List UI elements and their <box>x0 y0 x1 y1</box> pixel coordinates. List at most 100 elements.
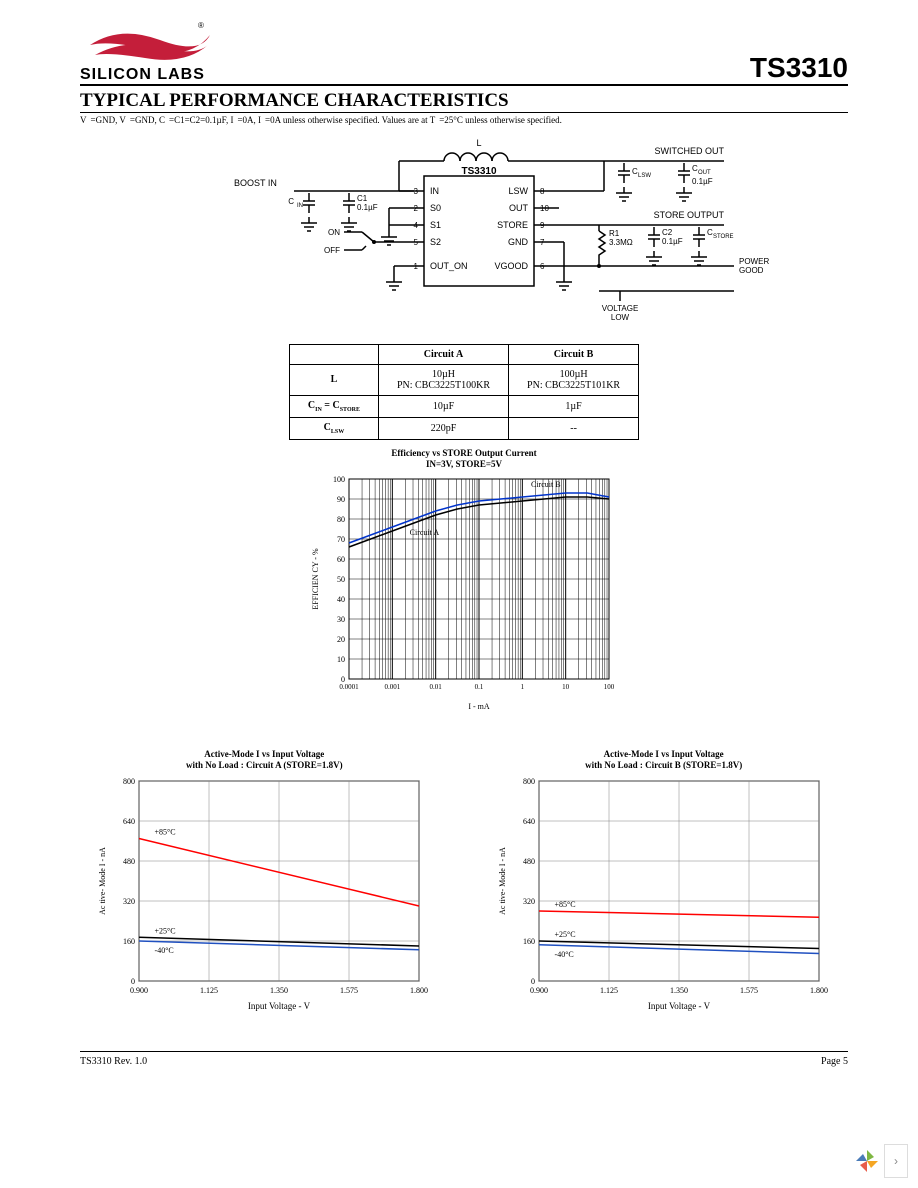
active-chart-b: 0 160 320 480 640 800 0.900 1.125 1.350 1.575 1.80… <box>489 771 839 1021</box>
svg-text:S1: S1 <box>430 220 441 230</box>
page-header: ® SILICON LABS TS3310 <box>80 20 848 86</box>
component-table: Circuit ACircuit BL10µHPN: CBC3225T100KR… <box>289 344 639 440</box>
svg-text:0.900: 0.900 <box>130 986 148 995</box>
svg-text:50: 50 <box>337 575 345 584</box>
svg-text:VOLTAGE: VOLTAGE <box>602 304 639 313</box>
svg-text:Ac tive- Mode I - nA: Ac tive- Mode I - nA <box>498 847 507 915</box>
svg-text:320: 320 <box>523 897 535 906</box>
svg-text:-40°C: -40°C <box>155 946 174 955</box>
svg-text:OFF: OFF <box>324 246 340 255</box>
svg-text:LSW: LSW <box>638 173 651 179</box>
test-conditions-note: V =GND, V =GND, C =C1=C2=0.1µF, I =0A, I… <box>80 115 848 128</box>
svg-text:90: 90 <box>337 495 345 504</box>
svg-text:IN: IN <box>430 186 439 196</box>
svg-text:0.001: 0.001 <box>384 683 400 691</box>
nav-pinwheel-icon[interactable] <box>854 1148 880 1174</box>
svg-text:Circuit A: Circuit A <box>410 528 440 537</box>
svg-text:L: L <box>476 138 481 148</box>
active-chart-b-block: Active-Mode I vs Input Voltage with No L… <box>479 749 848 1021</box>
svg-text:Circuit B: Circuit B <box>531 480 561 489</box>
svg-text:0.1µF: 0.1µF <box>692 177 713 186</box>
svg-text:0.01: 0.01 <box>430 683 443 691</box>
svg-text:Input Voltage - V: Input Voltage - V <box>648 1001 711 1011</box>
svg-text:POWER: POWER <box>739 257 769 266</box>
active-chart-a-block: Active-Mode I vs Input Voltage with No L… <box>80 749 449 1021</box>
svg-text:10: 10 <box>562 683 570 691</box>
svg-text:100: 100 <box>604 683 615 691</box>
svg-text:800: 800 <box>123 777 135 786</box>
svg-text:640: 640 <box>523 817 535 826</box>
svg-text:SWITCHED OUT: SWITCHED OUT <box>655 146 725 156</box>
efficiency-chart-block: Efficiency vs STORE Output Current IN=3V… <box>80 448 848 730</box>
page-footer: TS3310 Rev. 1.0 Page 5 <box>80 1051 848 1067</box>
svg-text:80: 80 <box>337 515 345 524</box>
section-title: TYPICAL PERFORMANCE CHARACTERISTICS <box>80 90 848 113</box>
svg-text:Ac tive- Mode I - nA: Ac tive- Mode I - nA <box>98 847 107 915</box>
svg-text:STORE OUTPUT: STORE OUTPUT <box>654 210 725 220</box>
svg-text:GOOD: GOOD <box>739 266 764 275</box>
svg-text:OUT: OUT <box>698 170 711 176</box>
svg-text:160: 160 <box>123 937 135 946</box>
svg-text:STORE: STORE <box>497 220 528 230</box>
svg-text:LSW: LSW <box>508 186 528 196</box>
svg-text:IN: IN <box>297 203 303 209</box>
svg-text:C: C <box>288 197 294 206</box>
next-page-button[interactable]: › <box>884 1144 908 1178</box>
active-chart-a-title: Active-Mode I vs Input Voltage with No L… <box>80 749 449 771</box>
brand-logo: ® SILICON LABS <box>80 20 220 84</box>
svg-text:OUT: OUT <box>509 203 529 213</box>
footer-right: Page 5 <box>821 1056 848 1067</box>
svg-text:OUT_ON: OUT_ON <box>430 261 468 271</box>
svg-text:1.125: 1.125 <box>600 986 618 995</box>
svg-text:C1: C1 <box>357 194 368 203</box>
svg-text:LOW: LOW <box>611 313 630 322</box>
svg-text:0.1µF: 0.1µF <box>357 203 378 212</box>
footer-left: TS3310 Rev. 1.0 <box>80 1056 147 1067</box>
svg-text:BOOST IN: BOOST IN <box>234 178 277 188</box>
svg-text:+25°C: +25°C <box>554 930 575 939</box>
svg-text:Input Voltage - V: Input Voltage - V <box>248 1001 311 1011</box>
svg-text:30: 30 <box>337 615 345 624</box>
svg-text:0.900: 0.900 <box>530 986 548 995</box>
svg-text:EFFICIEN CY - %: EFFICIEN CY - % <box>311 548 320 610</box>
svg-text:480: 480 <box>123 857 135 866</box>
svg-text:1.800: 1.800 <box>810 986 828 995</box>
svg-text:3.3MΩ: 3.3MΩ <box>609 238 633 247</box>
svg-text:160: 160 <box>523 937 535 946</box>
circuit-diagram: TS3310IN3S02S14S25OUT_ON1LSW8OUT10STORE9… <box>144 136 784 336</box>
svg-text:20: 20 <box>337 635 345 644</box>
svg-text:1.800: 1.800 <box>410 986 428 995</box>
svg-text:320: 320 <box>123 897 135 906</box>
svg-text:ON: ON <box>328 228 340 237</box>
svg-text:1.575: 1.575 <box>340 986 358 995</box>
svg-text:®: ® <box>198 21 204 30</box>
svg-text:0.1: 0.1 <box>475 683 484 691</box>
svg-text:VGOOD: VGOOD <box>494 261 528 271</box>
svg-text:TS3310: TS3310 <box>461 166 496 177</box>
svg-text:1.350: 1.350 <box>670 986 688 995</box>
svg-text:+25°C: +25°C <box>155 926 176 935</box>
svg-text:I - mA: I - mA <box>468 702 490 711</box>
svg-text:+85°C: +85°C <box>155 827 176 836</box>
svg-text:40: 40 <box>337 595 345 604</box>
svg-text:70: 70 <box>337 535 345 544</box>
svg-text:0.1µF: 0.1µF <box>662 237 683 246</box>
svg-text:S2: S2 <box>430 237 441 247</box>
svg-text:800: 800 <box>523 777 535 786</box>
svg-text:S0: S0 <box>430 203 441 213</box>
svg-text:1.575: 1.575 <box>740 986 758 995</box>
svg-text:C2: C2 <box>662 228 673 237</box>
page-nav-widget: › <box>854 1144 908 1178</box>
svg-text:480: 480 <box>523 857 535 866</box>
svg-text:640: 640 <box>123 817 135 826</box>
svg-text:60: 60 <box>337 555 345 564</box>
svg-text:R1: R1 <box>609 229 620 238</box>
svg-text:GND: GND <box>508 237 529 247</box>
svg-text:0: 0 <box>131 977 135 986</box>
efficiency-chart: 01020304050607080901000.00010.0010.010.1… <box>304 469 624 729</box>
svg-text:0.0001: 0.0001 <box>339 683 359 691</box>
svg-text:1: 1 <box>521 683 525 691</box>
active-chart-a: 01603204806408000.9001.1251.3501.5751.80… <box>89 771 439 1021</box>
svg-text:1.350: 1.350 <box>270 986 288 995</box>
svg-text:0: 0 <box>531 977 535 986</box>
